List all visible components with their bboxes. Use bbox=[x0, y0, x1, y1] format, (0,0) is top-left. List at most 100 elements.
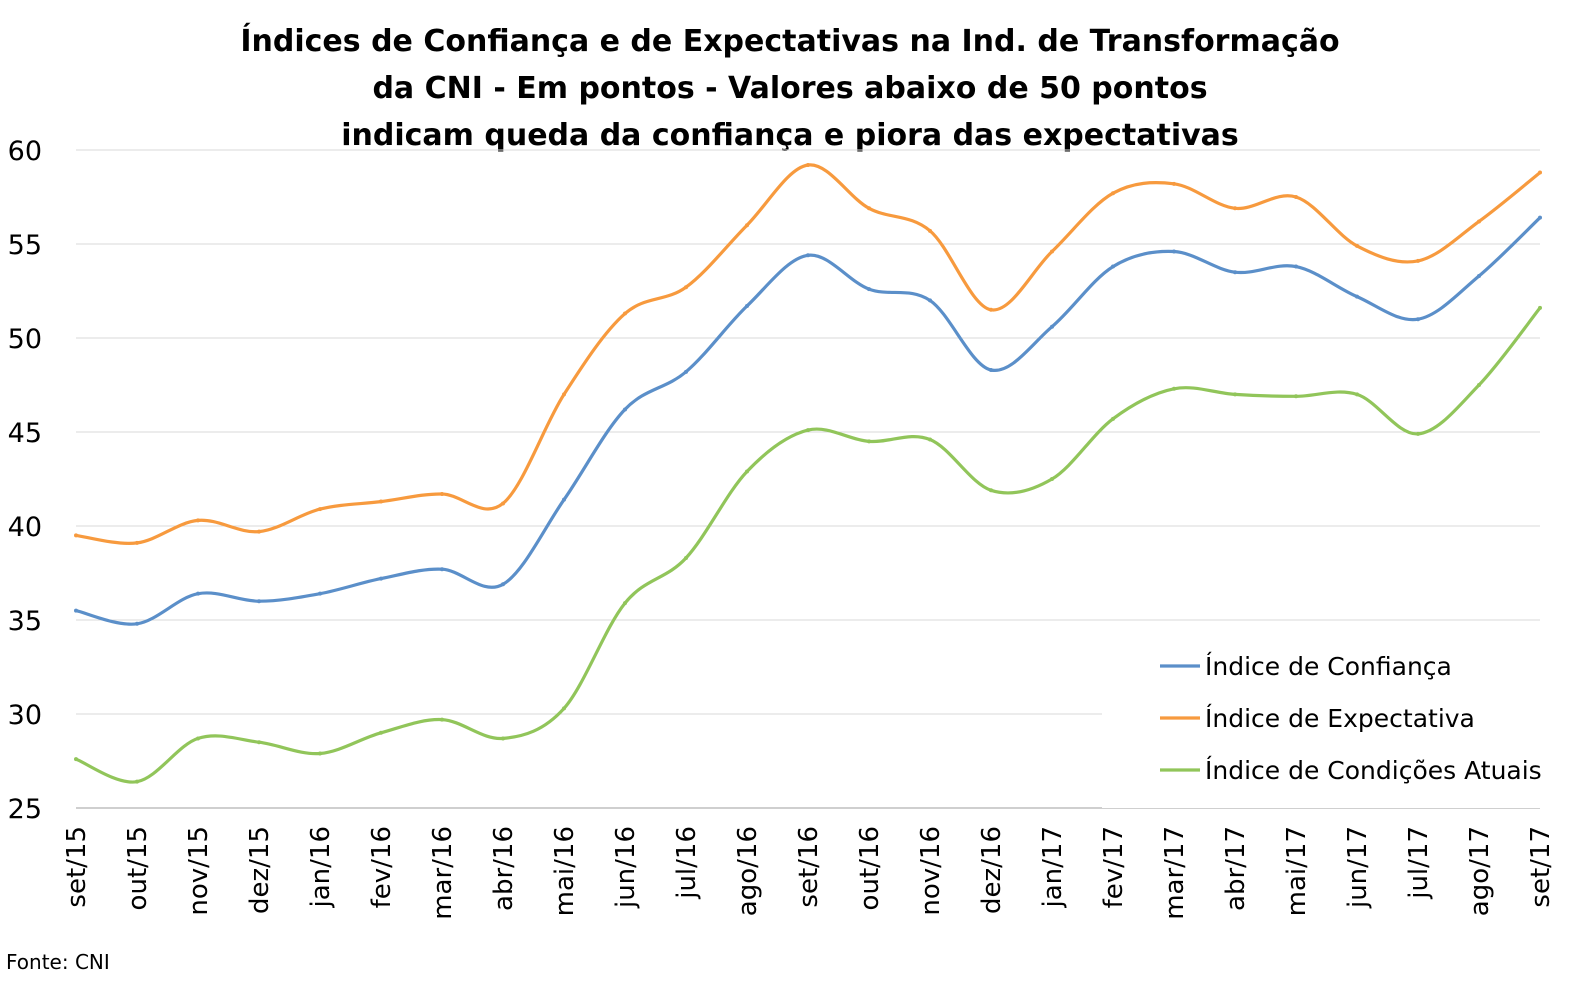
x-tick-label: set/16 bbox=[794, 826, 824, 908]
y-tick-label: 25 bbox=[8, 794, 42, 825]
x-tick-label: dez/15 bbox=[245, 826, 275, 914]
data-point-confianca bbox=[318, 591, 322, 596]
y-tick-label: 50 bbox=[8, 324, 42, 355]
data-point-confianca bbox=[1233, 270, 1237, 275]
data-point-confianca bbox=[1050, 324, 1054, 329]
x-tick-label: abr/16 bbox=[489, 826, 519, 911]
data-point-expectativa bbox=[1050, 249, 1054, 254]
data-point-expectativa bbox=[928, 228, 932, 233]
data-point-expectativa bbox=[806, 163, 810, 168]
data-point-confianca bbox=[74, 608, 78, 613]
x-tick-label: nov/16 bbox=[916, 826, 946, 916]
y-tick-label: 35 bbox=[8, 606, 42, 637]
data-point-expectativa bbox=[1538, 170, 1542, 175]
y-tick-label: 40 bbox=[8, 512, 42, 543]
series-line-expectativa bbox=[74, 163, 1542, 545]
data-point-condicoes-atuais bbox=[806, 428, 810, 433]
data-point-confianca bbox=[806, 253, 810, 258]
data-point-condicoes-atuais bbox=[318, 751, 322, 756]
y-axis-ticks: 25 30 35 40 45 50 55 60 bbox=[8, 136, 42, 825]
chart-title-line-1: Índices de Confiança e de Expectativas n… bbox=[240, 24, 1340, 59]
data-point-condicoes-atuais bbox=[135, 779, 139, 784]
legend-label-expectativa: Índice de Expectativa bbox=[1205, 704, 1475, 733]
x-tick-label: fev/16 bbox=[367, 826, 397, 908]
data-point-confianca bbox=[379, 576, 383, 581]
data-point-condicoes-atuais bbox=[684, 555, 688, 560]
data-point-confianca bbox=[1538, 215, 1542, 220]
data-point-confianca bbox=[1294, 264, 1298, 269]
chart-title: Índices de Confiança e de Expectativas n… bbox=[0, 18, 1580, 159]
data-point-confianca bbox=[440, 567, 444, 572]
data-point-expectativa bbox=[501, 501, 505, 506]
data-point-condicoes-atuais bbox=[1538, 305, 1542, 310]
data-point-condicoes-atuais bbox=[1355, 392, 1359, 397]
x-tick-label: jun/16 bbox=[611, 826, 641, 909]
data-point-confianca bbox=[257, 599, 261, 604]
data-point-confianca bbox=[684, 369, 688, 374]
series-lines bbox=[74, 163, 1542, 784]
data-point-condicoes-atuais bbox=[257, 740, 261, 745]
data-point-condicoes-atuais bbox=[74, 757, 78, 762]
data-point-condicoes-atuais bbox=[1233, 392, 1237, 397]
chart-title-line-2: da CNI - Em pontos - Valores abaixo de 5… bbox=[372, 71, 1208, 106]
data-point-condicoes-atuais bbox=[1416, 431, 1420, 436]
x-tick-label: jul/17 bbox=[1404, 826, 1434, 900]
data-point-condicoes-atuais bbox=[1477, 383, 1481, 387]
x-tick-label: fev/17 bbox=[1099, 826, 1129, 908]
data-point-condicoes-atuais bbox=[989, 488, 993, 493]
y-tick-label: 55 bbox=[8, 230, 42, 261]
data-point-expectativa bbox=[562, 392, 566, 397]
data-point-condicoes-atuais bbox=[1172, 386, 1176, 391]
data-point-expectativa bbox=[684, 285, 688, 290]
data-point-confianca bbox=[196, 591, 200, 596]
data-point-expectativa bbox=[1477, 219, 1481, 224]
x-tick-label: nov/15 bbox=[184, 826, 214, 916]
data-point-condicoes-atuais bbox=[379, 730, 383, 735]
data-point-expectativa bbox=[196, 518, 200, 523]
data-point-expectativa bbox=[623, 311, 627, 316]
data-point-confianca bbox=[928, 298, 932, 303]
data-point-condicoes-atuais bbox=[1111, 416, 1115, 421]
data-point-expectativa bbox=[379, 499, 383, 504]
data-point-expectativa bbox=[440, 492, 444, 497]
data-point-expectativa bbox=[1172, 181, 1176, 186]
x-tick-label: set/15 bbox=[62, 826, 92, 908]
data-point-expectativa bbox=[135, 540, 139, 545]
x-axis-ticks: set/15 out/15 nov/15 dez/15 jan/16 fev/16 mar/… bbox=[62, 826, 1556, 920]
data-point-condicoes-atuais bbox=[562, 706, 566, 711]
data-point-condicoes-atuais bbox=[196, 736, 200, 741]
x-tick-label: mai/17 bbox=[1282, 826, 1312, 916]
legend-label-confianca: Índice de Confiança bbox=[1205, 652, 1452, 681]
data-point-expectativa bbox=[1355, 243, 1359, 248]
data-point-confianca bbox=[501, 582, 505, 587]
data-point-expectativa bbox=[318, 507, 322, 512]
data-point-confianca bbox=[1416, 317, 1420, 322]
x-tick-label: abr/17 bbox=[1221, 826, 1251, 911]
data-point-confianca bbox=[989, 367, 993, 372]
x-tick-label: mai/16 bbox=[550, 826, 580, 916]
data-point-expectativa bbox=[867, 206, 871, 211]
x-tick-label: jan/17 bbox=[1038, 826, 1068, 908]
data-point-condicoes-atuais bbox=[1050, 477, 1054, 481]
data-point-condicoes-atuais bbox=[928, 437, 932, 442]
series-line-confianca bbox=[74, 216, 1542, 626]
data-point-expectativa bbox=[989, 307, 993, 312]
x-tick-label: jul/16 bbox=[672, 826, 702, 900]
x-tick-label: ago/16 bbox=[733, 826, 763, 916]
data-point-condicoes-atuais bbox=[440, 717, 444, 722]
chart-title-line-3: indicam queda da confiança e piora das e… bbox=[341, 118, 1239, 153]
data-point-confianca bbox=[1111, 264, 1115, 269]
y-tick-label: 45 bbox=[8, 418, 42, 449]
x-tick-label: mar/17 bbox=[1160, 826, 1190, 920]
legend: Índice de Confiança Índice de Expectativa… bbox=[1102, 628, 1542, 808]
data-point-condicoes-atuais bbox=[1294, 394, 1298, 399]
data-point-confianca bbox=[1477, 273, 1481, 278]
source-note: Fonte: CNI bbox=[6, 950, 110, 974]
data-point-confianca bbox=[1172, 249, 1176, 254]
data-point-confianca bbox=[135, 621, 139, 626]
x-tick-label: dez/16 bbox=[977, 826, 1007, 914]
data-point-condicoes-atuais bbox=[867, 439, 871, 444]
data-point-expectativa bbox=[1111, 191, 1115, 196]
x-tick-label: mar/16 bbox=[428, 826, 458, 920]
